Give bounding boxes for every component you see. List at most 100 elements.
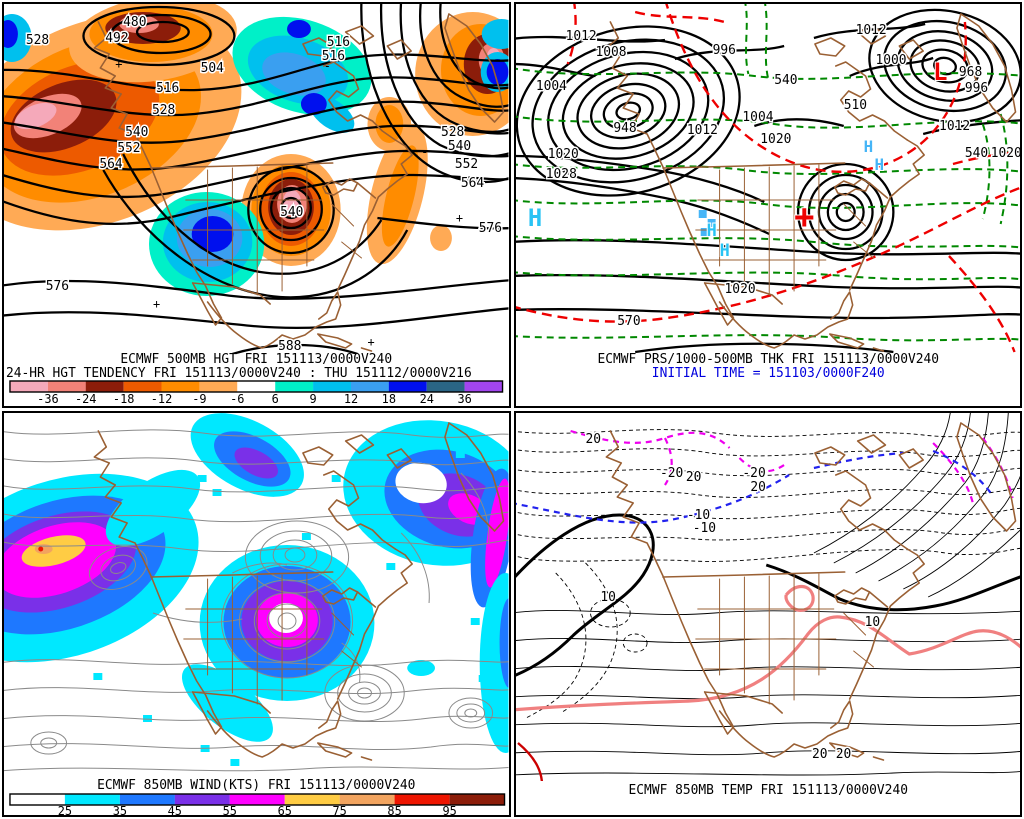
contour-label: 540 bbox=[280, 205, 303, 220]
colorbar-segment bbox=[426, 381, 465, 392]
colorbar-segment bbox=[313, 381, 351, 392]
colorbar-tick: 55 bbox=[223, 804, 237, 815]
tendency-fill-blobs bbox=[4, 4, 509, 296]
temp-label: -20 bbox=[660, 466, 683, 481]
colorbar-tick: 95 bbox=[442, 804, 456, 815]
contour-label: 552 bbox=[455, 157, 478, 172]
colorbar-segment bbox=[174, 794, 230, 805]
panel-title: ECMWF 500MB HGT FRI 151113/0000V240 bbox=[120, 352, 392, 367]
wind-speed-fills bbox=[4, 413, 509, 766]
isobar-label: 1028 bbox=[545, 167, 576, 182]
colorbar-segment bbox=[237, 381, 276, 392]
isobar-label: 1004 bbox=[535, 79, 566, 94]
isobar-label: 948 bbox=[613, 121, 636, 136]
colorbar-segment bbox=[119, 794, 175, 805]
isobar-label: 1012 bbox=[855, 23, 886, 38]
isobar-label: 1012 bbox=[939, 119, 970, 134]
colorbar-segment bbox=[449, 794, 505, 805]
colorbar-tick: -12 bbox=[151, 392, 172, 406]
colorbar-tick: -36 bbox=[37, 392, 58, 406]
thickness-label: 510 bbox=[843, 98, 866, 113]
high-marker: H bbox=[719, 240, 729, 260]
panel-title: ECMWF 850MB TEMP FRI 151113/0000V240 bbox=[628, 783, 907, 798]
plus-sign: + bbox=[456, 211, 463, 225]
pressure-labels: 1012 1008 996 1004 948 1004 1012 1020 10… bbox=[534, 21, 1020, 330]
thickness-contours-green bbox=[515, 4, 1020, 342]
colorbar-tick: -6 bbox=[230, 392, 244, 406]
contour-label: 516 bbox=[327, 35, 350, 50]
temp-contours-dashed bbox=[515, 429, 1020, 719]
colorbar-segment bbox=[388, 381, 427, 392]
isobar-label: 968 bbox=[958, 65, 981, 80]
colorbar-segment bbox=[275, 381, 314, 392]
colorbar-segment bbox=[199, 381, 238, 392]
thickness-label: 570 bbox=[617, 314, 640, 329]
temp-contour-red-corner bbox=[516, 742, 543, 781]
isobar-label: 996 bbox=[964, 81, 987, 96]
isobars bbox=[515, 8, 1020, 354]
high-marker: H bbox=[863, 137, 873, 156]
isobar-label: 1008 bbox=[595, 45, 626, 60]
temp-label: -10 bbox=[692, 521, 715, 536]
temp-label: 20 bbox=[750, 480, 766, 495]
contour-label: 528 bbox=[26, 33, 49, 48]
isobar-label: 1020 bbox=[760, 132, 791, 147]
colorbar-tick: 45 bbox=[168, 804, 182, 815]
height-contours bbox=[4, 4, 509, 354]
colorbar-tick: 6 bbox=[272, 392, 279, 406]
hgt500-map-svg: 528 480 492 504 516 528 540 552 564 516 … bbox=[4, 4, 509, 406]
contour-label: 480 bbox=[123, 15, 146, 30]
temp-label: 20 bbox=[811, 747, 827, 762]
temp-labels: 20 -20 20 -20 20 -10 -10 10 10 20 20 bbox=[584, 430, 882, 763]
isobar-label: 1000 bbox=[875, 53, 906, 68]
temp-label: 20 bbox=[585, 432, 601, 447]
colorbar-tick: 36 bbox=[457, 392, 471, 406]
high-cross-marker: + bbox=[794, 197, 814, 236]
isobar-label: 996 bbox=[712, 43, 735, 58]
isobar-label: 1020 bbox=[990, 146, 1020, 161]
plus-sign: + bbox=[367, 335, 374, 349]
colorbar-segment bbox=[161, 381, 200, 392]
plus-sign: + bbox=[115, 57, 122, 71]
contour-label: 492 bbox=[105, 31, 128, 46]
colorbar-segment bbox=[47, 381, 86, 392]
pressure-markers: H H H H H L + bbox=[526, 57, 948, 261]
thickness-label: 540 bbox=[774, 73, 797, 88]
temp-label: -20 bbox=[742, 466, 765, 481]
streamlines bbox=[4, 429, 509, 772]
temp-contour-zero-thick bbox=[515, 513, 1020, 677]
colorbar-tick: 25 bbox=[58, 804, 72, 815]
high-marker: H bbox=[706, 220, 716, 240]
colorbar-segment bbox=[123, 381, 162, 392]
contour-label: 540 bbox=[448, 139, 471, 154]
temp-label: 20 bbox=[835, 747, 851, 762]
panel-title: ECMWF 850MB WIND(KTS) FRI 151113/0000V24… bbox=[97, 778, 415, 793]
temp-label: 10 bbox=[864, 615, 880, 630]
temp850-map-svg: 20 -20 20 -20 20 -10 -10 10 10 20 20 ECM… bbox=[515, 413, 1020, 798]
temp-label: -10 bbox=[686, 508, 709, 523]
wind-colorbar: 25 35 45 55 65 75 85 95 bbox=[9, 793, 506, 815]
colorbar-tick: 24 bbox=[420, 392, 434, 406]
contour-label: 576 bbox=[479, 221, 502, 236]
thk-map-svg: 1012 1008 996 1004 948 1004 1012 1020 10… bbox=[515, 4, 1020, 381]
panel-mslp-thickness: 1012 1008 996 1004 948 1004 1012 1020 10… bbox=[513, 2, 1022, 408]
isobar-label: 1012 bbox=[565, 29, 596, 44]
colorbar-tick: 75 bbox=[333, 804, 347, 815]
panel-subtitle-initial-time: INITIAL TIME = 151103/0000F240 bbox=[651, 366, 884, 381]
contour-label: 504 bbox=[201, 61, 224, 76]
colorbar-tick: 35 bbox=[113, 804, 127, 815]
colorbar-segment bbox=[464, 381, 503, 392]
colorbar-tick: -24 bbox=[75, 392, 96, 406]
temp-contours-solid bbox=[515, 413, 1020, 776]
high-marker: H bbox=[527, 204, 541, 232]
colorbar-tick: -9 bbox=[192, 392, 206, 406]
colorbar-segment bbox=[350, 381, 389, 392]
thickness-contours-red bbox=[515, 4, 1020, 353]
isobar-label: 1004 bbox=[742, 110, 773, 125]
contour-label: 516 bbox=[156, 81, 179, 96]
panel-850mb-wind: ECMWF 850MB WIND(KTS) FRI 151113/0000V24… bbox=[2, 411, 511, 817]
high-marker: H bbox=[874, 155, 884, 174]
contour-label: 564 bbox=[99, 157, 122, 172]
contour-label: 516 bbox=[322, 49, 345, 64]
isobar-label: 1012 bbox=[686, 123, 717, 138]
